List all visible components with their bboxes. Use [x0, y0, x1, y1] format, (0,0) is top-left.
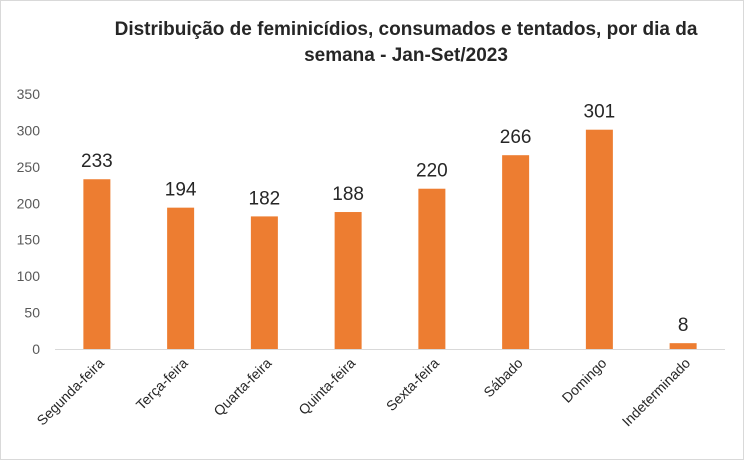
x-tick-label: Quarta-feira [210, 355, 274, 419]
data-label: 188 [332, 184, 364, 205]
bar [669, 343, 697, 349]
data-label: 266 [500, 127, 532, 148]
data-label: 8 [678, 315, 689, 336]
bar [418, 188, 446, 349]
y-tick-label: 250 [17, 159, 41, 175]
x-tick-label: Sexta-feira [383, 355, 442, 414]
x-tick-label: Segunda-feira [33, 355, 107, 429]
bar [502, 155, 530, 349]
data-label: 194 [165, 180, 197, 201]
y-tick-label: 300 [17, 122, 41, 138]
x-tick-label: Quinta-feira [295, 355, 358, 418]
x-tick-label: Domingo [559, 355, 610, 406]
data-label: 182 [249, 188, 281, 209]
bar [83, 179, 111, 349]
y-tick-label: 350 [17, 86, 41, 102]
data-label: 233 [81, 151, 113, 172]
data-labels: 233 194 182 188 220 266 301 8 [81, 102, 688, 336]
x-tick-label: Indeterminado [619, 355, 694, 430]
y-tick-label: 50 [24, 305, 40, 321]
bar [585, 129, 613, 349]
chart-title: Distribuição de feminicídios, consumados… [114, 19, 698, 66]
data-label: 220 [416, 161, 448, 182]
x-axis: Segunda-feira Terça-feira Quarta-feira Quin… [33, 355, 693, 430]
bar [334, 212, 362, 349]
data-label: 301 [584, 102, 616, 123]
x-tick-label: Sábado [480, 355, 526, 401]
y-tick-label: 150 [17, 232, 41, 248]
bar [167, 207, 195, 349]
bar-series [83, 129, 697, 349]
y-axis: 0 50 100 150 200 250 300 350 [17, 86, 41, 357]
y-tick-label: 200 [17, 195, 41, 211]
x-tick-label: Terça-feira [133, 355, 191, 413]
y-tick-label: 0 [32, 341, 40, 357]
y-tick-label: 100 [17, 268, 41, 284]
bar [250, 216, 278, 349]
